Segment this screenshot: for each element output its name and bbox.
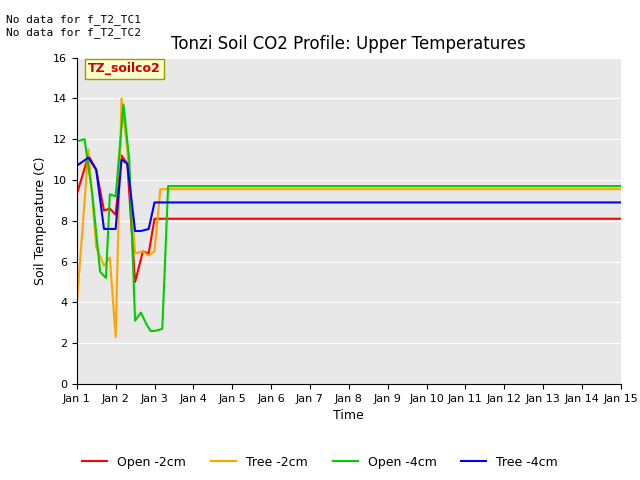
Text: TZ_soilco2: TZ_soilco2 [88,62,161,75]
Legend: Open -2cm, Tree -2cm, Open -4cm, Tree -4cm: Open -2cm, Tree -2cm, Open -4cm, Tree -4… [77,451,563,474]
X-axis label: Time: Time [333,409,364,422]
Title: Tonzi Soil CO2 Profile: Upper Temperatures: Tonzi Soil CO2 Profile: Upper Temperatur… [172,35,526,53]
Y-axis label: Soil Temperature (C): Soil Temperature (C) [35,156,47,285]
Text: No data for f_T2_TC1
No data for f_T2_TC2: No data for f_T2_TC1 No data for f_T2_TC… [6,14,141,38]
